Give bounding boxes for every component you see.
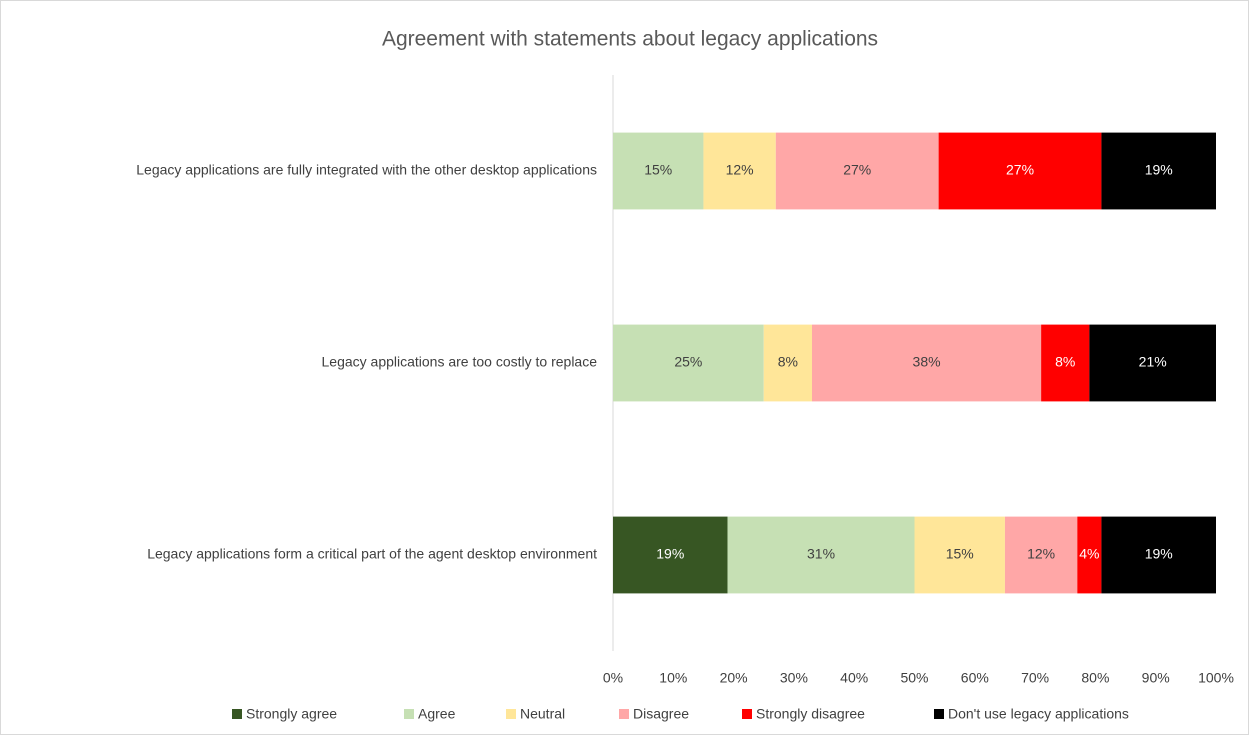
legend-swatch <box>506 709 516 719</box>
data-label: 4% <box>1079 546 1099 562</box>
data-label: 21% <box>1139 354 1167 370</box>
x-tick-label: 20% <box>720 670 748 686</box>
bar-segment <box>1041 324 1090 402</box>
x-tick-label: 10% <box>659 670 687 686</box>
data-label: 15% <box>644 162 672 178</box>
legend-label: Disagree <box>633 706 689 722</box>
legend-label: Neutral <box>520 706 565 722</box>
bar-segment <box>613 324 764 402</box>
bar-segment <box>763 324 812 402</box>
bar-segment <box>811 324 1042 402</box>
data-label: 31% <box>807 546 835 562</box>
data-label: 25% <box>674 354 702 370</box>
legend-label: Don't use legacy applications <box>948 706 1129 722</box>
x-tick-label: 40% <box>840 670 868 686</box>
bar-segment <box>1101 132 1216 210</box>
bar-segment <box>613 516 728 594</box>
bar-segment <box>727 516 915 594</box>
data-label: 12% <box>726 162 754 178</box>
x-tick-label: 50% <box>900 670 928 686</box>
legend-label: Strongly disagree <box>756 706 865 722</box>
bar-segment <box>703 132 776 210</box>
bar-segment <box>1089 324 1216 402</box>
x-tick-label: 90% <box>1142 670 1170 686</box>
legend-swatch <box>742 709 752 719</box>
data-label: 19% <box>656 546 684 562</box>
data-label: 19% <box>1145 162 1173 178</box>
x-tick-label: 70% <box>1021 670 1049 686</box>
x-tick-label: 60% <box>961 670 989 686</box>
y-tick-label: Legacy applications form a critical part… <box>147 546 597 562</box>
data-label: 12% <box>1027 546 1055 562</box>
legend-swatch <box>934 709 944 719</box>
bar-segment <box>938 132 1102 210</box>
data-label: 8% <box>778 354 798 370</box>
legend-label: Strongly agree <box>246 706 337 722</box>
bar-segment <box>613 132 704 210</box>
legend-swatch <box>619 709 629 719</box>
data-label: 8% <box>1055 354 1075 370</box>
bar-segment <box>775 132 939 210</box>
y-tick-label: Legacy applications are fully integrated… <box>136 162 597 178</box>
x-tick-label: 80% <box>1081 670 1109 686</box>
x-tick-label: 30% <box>780 670 808 686</box>
chart-title: Agreement with statements about legacy a… <box>382 28 878 51</box>
data-label: 15% <box>946 546 974 562</box>
legend-label: Agree <box>418 706 456 722</box>
bar-segment <box>1004 516 1078 594</box>
data-label: 19% <box>1145 546 1173 562</box>
bar-segment <box>1101 516 1216 594</box>
data-label: 27% <box>1006 162 1034 178</box>
x-tick-label: 100% <box>1198 670 1234 686</box>
data-label: 27% <box>843 162 871 178</box>
y-tick-label: Legacy applications are too costly to re… <box>322 354 598 370</box>
legend-swatch <box>404 709 414 719</box>
legend-swatch <box>232 709 242 719</box>
x-tick-label: 0% <box>603 670 623 686</box>
data-label: 38% <box>913 354 941 370</box>
bar-segment <box>914 516 1005 594</box>
bar-segment <box>1077 516 1102 594</box>
